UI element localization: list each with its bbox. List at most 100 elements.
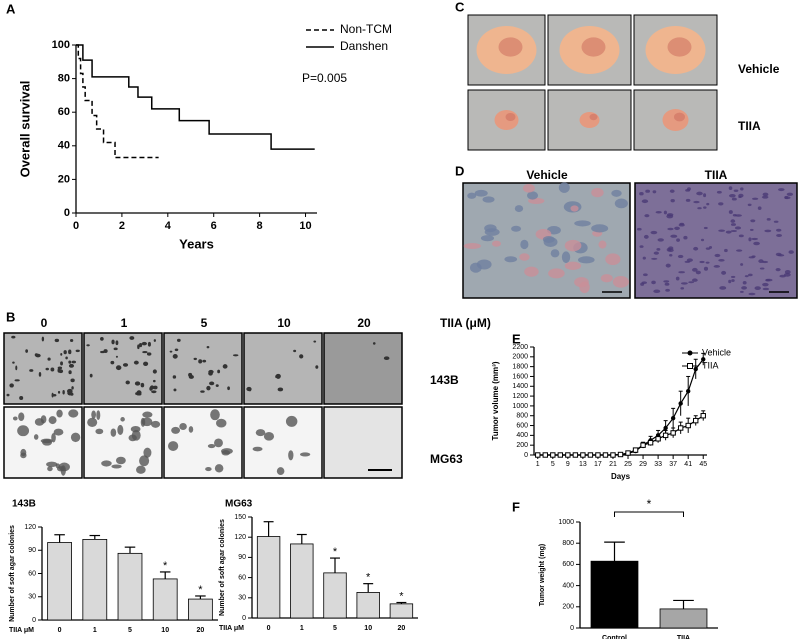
y-tick-label: 200: [516, 442, 528, 449]
concentration-label: 5: [201, 316, 208, 330]
colony: [147, 341, 151, 347]
colony: [142, 411, 153, 418]
cell: [706, 202, 710, 206]
colony: [68, 370, 72, 375]
cell: [703, 193, 707, 198]
colony: [14, 379, 20, 382]
legend-marker: [687, 363, 693, 369]
point: [647, 440, 654, 446]
colony: [122, 363, 129, 367]
cell: [591, 224, 609, 233]
bar: [323, 572, 347, 619]
colony: [173, 388, 177, 392]
cell: [657, 238, 664, 242]
y-tick-label: 2000: [512, 354, 528, 361]
colony: [141, 341, 147, 346]
cell: [754, 286, 761, 291]
bar: [389, 603, 414, 619]
cell: [703, 226, 708, 230]
cell: [645, 189, 650, 193]
y-tick-label: 1600: [512, 373, 528, 380]
cell: [680, 282, 688, 285]
cell: [574, 220, 591, 227]
bar: [356, 592, 380, 619]
legend-marker: [687, 350, 693, 356]
y-tick-label: 0: [524, 452, 528, 459]
cell: [491, 240, 501, 247]
colony: [135, 382, 140, 385]
x-tick-label: 1: [93, 627, 97, 634]
cell: [748, 292, 756, 296]
cell: [463, 242, 481, 250]
point: [542, 452, 548, 458]
cell: [476, 259, 492, 270]
cell: [731, 197, 737, 201]
colony: [288, 450, 294, 461]
cell: [676, 238, 680, 242]
cell: [718, 229, 726, 232]
colony: [206, 345, 210, 349]
x-tick-label: 1: [536, 461, 540, 468]
cell: [670, 234, 678, 238]
point: [565, 452, 571, 458]
x-tick-label: 0: [73, 220, 79, 232]
cell: [749, 228, 754, 231]
x-tick-label: 5: [551, 461, 555, 468]
colony: [89, 373, 93, 378]
cell: [764, 229, 772, 233]
colony: [139, 455, 150, 467]
cell: [728, 210, 733, 214]
cell: [703, 266, 709, 271]
colony: [25, 349, 29, 353]
line: [537, 358, 704, 456]
colony: [110, 360, 115, 365]
point: [670, 430, 676, 436]
point: [700, 413, 706, 419]
cell: [744, 275, 749, 278]
x-tick-label: 5: [333, 625, 337, 632]
cell: [776, 228, 782, 232]
cell: [519, 253, 530, 261]
colony: [38, 371, 42, 377]
annotation: P=0.005: [302, 71, 347, 85]
colony: [91, 410, 97, 419]
cell: [656, 248, 661, 251]
colony-image: [163, 406, 243, 479]
cell: [665, 288, 670, 292]
colony: [65, 356, 68, 360]
y-axis-label: Tumor weight (mg): [539, 544, 546, 606]
tumor-highlight: [498, 37, 523, 57]
colony: [299, 452, 311, 457]
significance-mark: *: [163, 560, 168, 572]
x-axis-label: TIIA μM: [9, 627, 34, 634]
significance-mark: *: [198, 584, 203, 596]
group-label: Vehicle: [526, 168, 568, 182]
cell: [713, 265, 721, 268]
cell: [543, 237, 558, 247]
colony: [383, 356, 390, 361]
panel-label: C: [455, 0, 465, 14]
y-tick-label: 1400: [512, 383, 528, 390]
cell: [747, 203, 752, 207]
colony: [152, 379, 156, 383]
cell: [716, 190, 722, 194]
cell: [653, 251, 659, 255]
cell: [732, 213, 737, 217]
cell: [598, 240, 607, 249]
y-tick-label: 800: [516, 413, 528, 420]
colony: [60, 352, 63, 356]
cell: [665, 263, 671, 268]
cell: [740, 263, 744, 266]
point: [632, 447, 639, 453]
panel-label: D: [455, 163, 464, 178]
x-tick-label: 37: [669, 461, 677, 468]
cell: [762, 192, 769, 197]
cell: [677, 254, 684, 259]
x-tick-label: 6: [211, 220, 217, 232]
cell: [762, 282, 769, 287]
cell: [467, 192, 477, 199]
point: [595, 452, 601, 458]
cell: [669, 189, 675, 193]
point: [550, 452, 556, 458]
concentration-label: 0: [41, 316, 48, 330]
